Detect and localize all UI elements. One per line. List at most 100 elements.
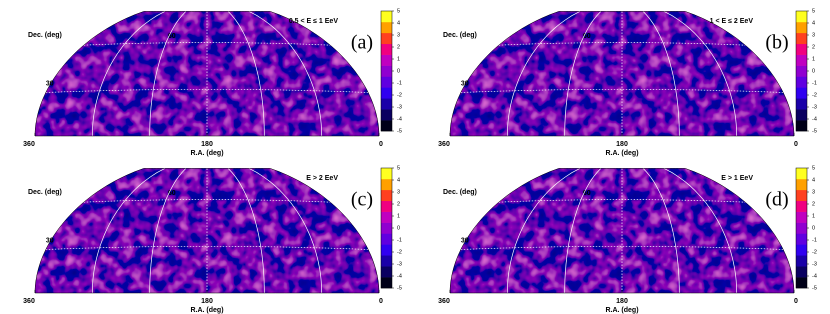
y-tick-label: 30 (461, 80, 469, 87)
colorbar-tick-label: -1 (397, 237, 402, 243)
colorbar-tick-label: 5 (812, 165, 815, 171)
colorbar-band (381, 76, 392, 88)
colorbar-band (381, 168, 392, 180)
energy-label: 0.5 < E ≤ 1 EeV (289, 18, 339, 25)
colorbar-tick-label: 3 (397, 189, 400, 195)
colorbar-tick-label: 3 (812, 32, 815, 38)
panel-label: (c) (351, 189, 373, 211)
colorbar-tick-label: 1 (812, 56, 815, 62)
x-tick-label: 360 (438, 298, 450, 305)
y-tick-label: 60 (168, 190, 176, 197)
grid-meridian (227, 168, 265, 293)
energy-label: E > 1 EeV (721, 175, 753, 182)
colorbar-tick-label: 3 (812, 189, 815, 195)
colorbar-tick-label: -2 (812, 92, 817, 98)
colorbar-band (381, 244, 392, 256)
map-outline (34, 168, 380, 294)
panel-label: (b) (765, 32, 788, 54)
colorbar-band (796, 11, 807, 23)
y-axis-label: Dec. (deg) (28, 32, 62, 39)
colorbar-band (381, 11, 392, 23)
colorbar-band (381, 189, 392, 202)
colorbar-band (796, 21, 807, 34)
y-tick-label: 30 (46, 237, 54, 244)
y-tick-label: 60 (583, 190, 591, 197)
colorbar-band (381, 43, 392, 55)
colorbar-band (381, 233, 392, 245)
y-tick-label: 60 (583, 33, 591, 40)
colorbar-tick-label: 1 (397, 56, 400, 62)
colorbar-tick-label: -4 (397, 273, 402, 279)
grid-meridian (663, 11, 738, 137)
colorbar-band (381, 255, 392, 267)
y-axis-label: Dec. (deg) (28, 189, 62, 196)
colorbar-band (381, 200, 392, 212)
grid-meridian (564, 168, 602, 293)
panel-label: (d) (765, 189, 788, 211)
colorbar-tick-label: -4 (812, 273, 817, 279)
x-tick-label: 180 (201, 141, 213, 148)
map-texture (35, 168, 379, 293)
colorbar-band (381, 120, 392, 132)
colorbar-tick-label: -2 (397, 249, 402, 255)
x-tick-label: 180 (201, 298, 213, 305)
grid-meridian (149, 168, 187, 293)
colorbar-band (796, 277, 807, 289)
colorbar-tick-label: -4 (812, 116, 817, 122)
colorbar-band (796, 65, 807, 77)
colorbar-tick-label: 3 (397, 32, 400, 38)
colorbar-tick-label: 5 (812, 8, 815, 14)
colorbar-band (381, 32, 392, 45)
x-axis-label: R.A. (deg) (605, 150, 638, 157)
x-tick-label: 0 (794, 141, 798, 148)
colorbar-tick-label: 4 (812, 20, 815, 26)
x-tick-label: 0 (379, 141, 383, 148)
colorbar-band (796, 255, 807, 267)
colorbar-band (381, 222, 392, 234)
x-tick-label: 0 (794, 298, 798, 305)
grid-meridian (248, 168, 323, 294)
grid-meridian (248, 11, 323, 137)
colorbar-tick-label: -1 (397, 80, 402, 86)
colorbar-tick-label: -3 (397, 104, 402, 110)
map-outline (449, 168, 795, 294)
colorbar-band (381, 211, 392, 223)
colorbar-tick-label: -2 (812, 249, 817, 255)
colorbar-band (381, 65, 392, 77)
colorbar-band (796, 222, 807, 234)
grid-meridian (642, 11, 680, 136)
x-tick-label: 180 (616, 298, 628, 305)
colorbar-band (381, 87, 392, 99)
colorbar-tick-label: 4 (812, 177, 815, 183)
colorbar-band (796, 43, 807, 55)
y-tick-label: 30 (46, 80, 54, 87)
colorbar-tick-label: -1 (812, 237, 817, 243)
colorbar-tick-label: 5 (397, 8, 400, 14)
energy-label: E > 2 EeV (306, 175, 338, 182)
x-tick-label: 360 (438, 141, 450, 148)
colorbar-band (796, 244, 807, 256)
colorbar-tick-label: 2 (397, 201, 400, 207)
x-axis-label: R.A. (deg) (190, 150, 223, 157)
colorbar-tick-label: -2 (397, 92, 402, 98)
colorbar-tick-label: 0 (397, 68, 400, 74)
colorbar-band (381, 21, 392, 34)
x-axis-label: R.A. (deg) (190, 307, 223, 314)
y-tick-label: 30 (461, 237, 469, 244)
colorbar-band (796, 54, 807, 66)
y-tick-label: 60 (168, 33, 176, 40)
grid-meridian (663, 168, 738, 294)
colorbar-tick-label: 2 (397, 44, 400, 50)
panel-label: (a) (351, 32, 373, 54)
colorbar-band (796, 109, 807, 121)
grid-meridian (91, 11, 166, 137)
colorbar-tick-label: -5 (812, 285, 817, 291)
colorbar-band (381, 277, 392, 289)
colorbar-band (381, 54, 392, 66)
colorbar-tick-label: -3 (397, 261, 402, 267)
colorbar-band (796, 266, 807, 278)
